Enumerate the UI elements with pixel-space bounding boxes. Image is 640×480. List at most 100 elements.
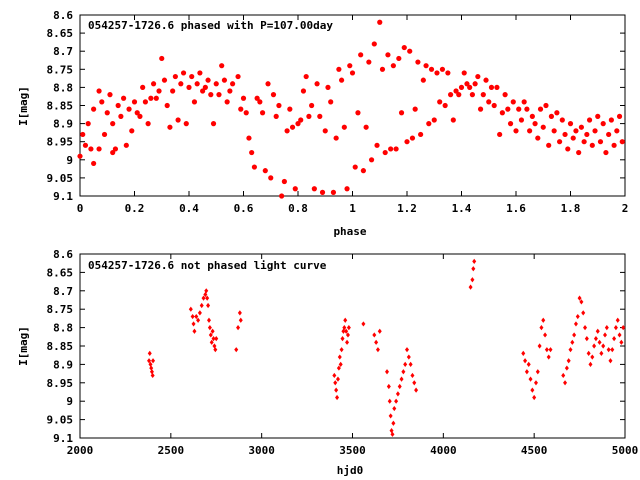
data-point <box>385 52 391 58</box>
data-point <box>221 77 228 83</box>
data-point <box>385 369 390 375</box>
data-point <box>197 310 202 316</box>
data-point <box>526 361 531 367</box>
data-point <box>442 102 448 109</box>
x-tick-label: 4000 <box>430 444 457 457</box>
data-point <box>480 92 486 98</box>
x-axis-label: phase <box>333 225 366 238</box>
data-point <box>467 84 473 90</box>
data-point <box>339 347 344 353</box>
data-point <box>584 131 590 138</box>
data-point <box>610 347 615 353</box>
data-point <box>619 339 624 345</box>
data-point <box>142 99 148 105</box>
data-point <box>322 128 328 134</box>
data-point <box>562 131 568 138</box>
data-point <box>374 142 380 148</box>
data-point <box>559 117 565 123</box>
data-point <box>243 110 249 116</box>
data-point <box>448 92 454 98</box>
data-point <box>565 146 571 152</box>
data-point <box>516 106 522 112</box>
data-point <box>539 325 544 331</box>
x-tick-label: 2500 <box>158 444 185 457</box>
data-point <box>150 81 157 87</box>
data-point <box>311 186 317 192</box>
data-point <box>533 380 538 386</box>
data-point <box>497 131 503 138</box>
data-point <box>450 117 456 123</box>
data-point <box>336 365 341 371</box>
data-point <box>564 365 569 371</box>
data-point <box>279 193 285 199</box>
data-point <box>85 121 91 127</box>
data-point <box>420 77 426 83</box>
data-point <box>148 361 153 367</box>
data-point <box>257 99 263 105</box>
data-point <box>309 102 315 109</box>
data-point <box>468 284 473 290</box>
data-point <box>167 124 173 130</box>
data-point <box>345 332 350 338</box>
data-point <box>537 343 542 349</box>
data-point <box>333 135 339 141</box>
data-point <box>532 121 538 127</box>
data-point <box>148 95 154 101</box>
data-point <box>289 124 296 130</box>
y-tick-label: 8.95 <box>47 377 74 390</box>
y-axis-label: I[mag] <box>17 326 30 366</box>
y-tick-label: 8.85 <box>47 100 74 113</box>
data-point <box>616 113 623 119</box>
data-point <box>524 369 529 375</box>
data-point <box>189 73 195 80</box>
data-point <box>371 41 377 47</box>
data-point <box>96 146 102 152</box>
y-tick-label: 8.9 <box>53 358 73 371</box>
data-point <box>336 66 342 72</box>
data-point <box>213 81 219 87</box>
data-point <box>88 146 94 152</box>
data-point <box>530 387 535 393</box>
data-point <box>208 92 214 98</box>
data-point <box>529 113 535 119</box>
data-point <box>583 325 588 331</box>
data-point <box>606 347 611 353</box>
data-point <box>161 77 168 83</box>
data-point <box>292 186 298 192</box>
data-point <box>586 350 591 356</box>
data-point <box>423 63 429 69</box>
data-point <box>399 376 404 382</box>
data-point <box>338 361 343 367</box>
data-point <box>91 160 97 167</box>
x-axis-label: hjd0 <box>337 464 364 477</box>
y-tick-label: 8.6 <box>53 9 73 22</box>
data-point <box>361 321 366 327</box>
data-point <box>368 157 375 163</box>
chart-title: 054257-1726.6 phased with P=107.00day <box>88 19 333 32</box>
data-point <box>121 95 127 101</box>
y-tick-label: 9 <box>66 154 73 167</box>
data-point <box>377 328 382 334</box>
data-point <box>472 258 477 264</box>
data-point <box>524 106 530 112</box>
data-point <box>382 149 388 156</box>
data-point <box>577 295 582 301</box>
data-point <box>251 164 257 170</box>
data-point <box>175 117 181 123</box>
data-point <box>284 128 290 134</box>
data-point <box>349 70 356 76</box>
data-point <box>543 102 549 109</box>
data-point <box>390 63 396 69</box>
data-point <box>110 149 116 156</box>
data-point <box>224 99 230 105</box>
data-point <box>339 77 345 83</box>
y-tick-label: 8.75 <box>47 303 74 316</box>
data-point <box>314 81 320 87</box>
data-point <box>287 106 293 112</box>
x-tick-label: 5000 <box>612 444 639 457</box>
data-point <box>394 398 399 404</box>
data-point <box>82 142 89 148</box>
data-point <box>469 92 475 98</box>
y-tick-label: 9.1 <box>53 190 73 203</box>
data-point <box>238 317 243 323</box>
